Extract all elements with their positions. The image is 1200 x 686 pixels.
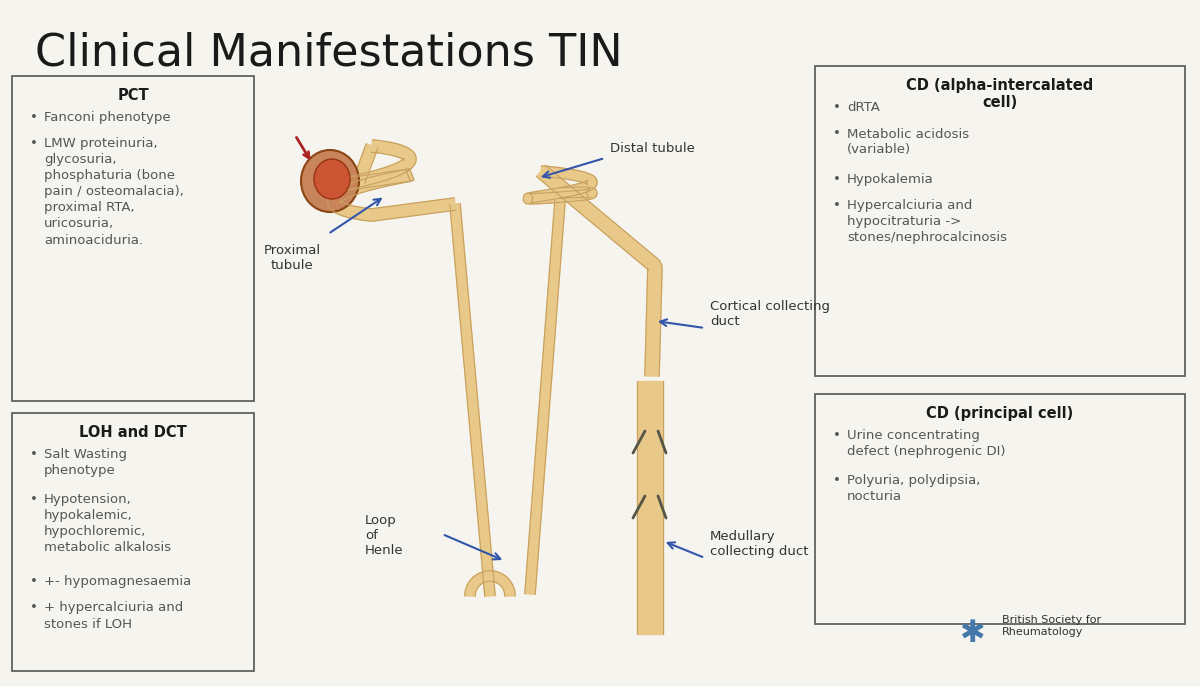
Text: •: •	[30, 111, 38, 124]
Text: •: •	[30, 448, 38, 461]
Text: Salt Wasting
phenotype: Salt Wasting phenotype	[44, 448, 127, 477]
Text: Urine concentrating
defect (nephrogenic DI): Urine concentrating defect (nephrogenic …	[847, 429, 1006, 458]
Text: •: •	[833, 101, 841, 114]
Polygon shape	[328, 140, 416, 221]
Text: Cortical collecting
duct: Cortical collecting duct	[710, 300, 830, 328]
Text: PCT: PCT	[118, 88, 149, 103]
Polygon shape	[371, 198, 456, 221]
Polygon shape	[536, 165, 662, 376]
Text: Metabolic acidosis
(variable): Metabolic acidosis (variable)	[847, 128, 970, 156]
Polygon shape	[524, 200, 565, 594]
Polygon shape	[353, 144, 378, 183]
Text: CD (principal cell): CD (principal cell)	[926, 406, 1074, 421]
Text: Proximal
tubule: Proximal tubule	[264, 244, 320, 272]
Ellipse shape	[301, 150, 359, 212]
Text: Hypercalciuria and
hypocitraturia ->
stones/nephrocalcinosis: Hypercalciuria and hypocitraturia -> sto…	[847, 199, 1007, 244]
Text: ✱: ✱	[959, 619, 985, 648]
Text: Distal tubule: Distal tubule	[610, 141, 695, 154]
Polygon shape	[464, 571, 515, 596]
Polygon shape	[450, 204, 496, 596]
Text: Loop
of
Henle: Loop of Henle	[365, 514, 403, 557]
Ellipse shape	[314, 159, 350, 199]
Text: Fanconi phenotype: Fanconi phenotype	[44, 111, 170, 124]
Text: Clinical Manifestations TIN: Clinical Manifestations TIN	[35, 31, 623, 74]
Text: •: •	[30, 137, 38, 150]
Text: LOH and DCT: LOH and DCT	[79, 425, 187, 440]
Text: •: •	[833, 172, 841, 185]
Text: CD (alpha-intercalated
cell): CD (alpha-intercalated cell)	[906, 78, 1093, 110]
FancyBboxPatch shape	[12, 413, 254, 671]
FancyBboxPatch shape	[12, 76, 254, 401]
Text: •: •	[833, 474, 841, 487]
Text: •: •	[833, 128, 841, 141]
Text: Hypotension,
hypokalemic,
hypochloremic,
metabolic alkalosis: Hypotension, hypokalemic, hypochloremic,…	[44, 493, 172, 554]
Text: Medullary
collecting duct: Medullary collecting duct	[710, 530, 809, 558]
Text: •: •	[833, 429, 841, 442]
Text: British Society for
Rheumatology: British Society for Rheumatology	[1002, 615, 1102, 637]
FancyBboxPatch shape	[815, 66, 1186, 376]
Text: Hypokalemia: Hypokalemia	[847, 172, 934, 185]
Text: •: •	[30, 493, 38, 506]
Polygon shape	[523, 166, 598, 204]
Text: LMW proteinuria,
glycosuria,
phosphaturia (bone
pain / osteomalacia),
proximal R: LMW proteinuria, glycosuria, phosphaturi…	[44, 137, 184, 246]
Text: Polyuria, polydipsia,
nocturia: Polyuria, polydipsia, nocturia	[847, 474, 980, 503]
Text: + hypercalciuria and
stones if LOH: + hypercalciuria and stones if LOH	[44, 602, 184, 630]
Polygon shape	[637, 381, 662, 634]
Text: •: •	[30, 602, 38, 615]
Text: +- hypomagnesaemia: +- hypomagnesaemia	[44, 575, 191, 588]
Text: dRTA: dRTA	[847, 101, 880, 114]
Text: •: •	[833, 199, 841, 212]
Text: •: •	[30, 575, 38, 588]
FancyBboxPatch shape	[815, 394, 1186, 624]
